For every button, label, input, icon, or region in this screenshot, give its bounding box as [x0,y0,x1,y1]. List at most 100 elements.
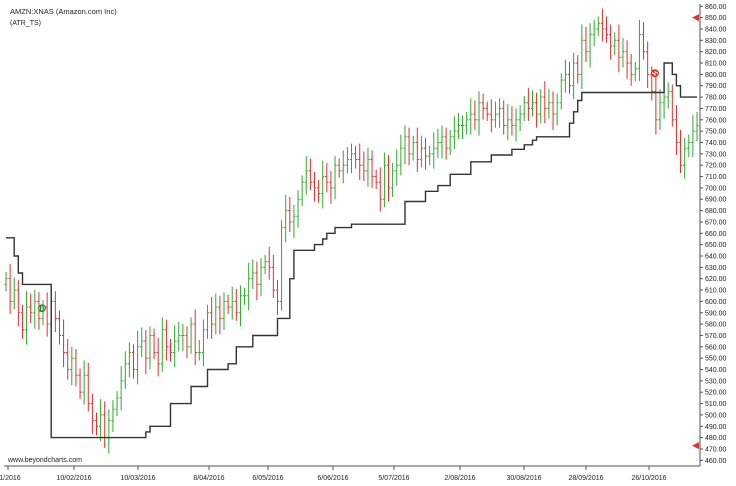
candle [275,279,280,316]
candle [403,125,407,165]
candle [465,111,469,135]
candle [107,409,111,454]
y-tick-label: 550.00 [705,356,727,363]
candle [572,52,576,100]
candle [497,98,502,128]
candle [111,400,115,432]
candle [432,132,436,169]
candle [82,360,86,405]
candle [448,130,452,155]
candle [477,91,481,136]
candle [374,169,378,190]
y-tick-label: 740.00 [705,140,727,147]
y-tick-label: 700.00 [705,185,727,192]
candle [670,84,674,127]
candle [337,158,341,178]
candle [588,23,592,68]
candle [168,338,173,362]
candle [78,368,82,400]
candle [263,254,267,275]
candle [86,362,90,412]
candle [181,324,185,352]
candle [226,294,230,314]
candle [230,286,234,320]
candle [218,295,222,335]
candle [621,38,625,68]
candle [279,219,284,311]
candle [370,150,374,188]
candle [658,89,662,130]
candle [428,145,432,166]
signal-label: S [653,71,658,78]
candle [551,91,555,130]
x-tick-label: 01/2016 [0,475,21,482]
candle [90,393,94,435]
candle [131,344,136,379]
candle [308,158,312,191]
x-tick-label: 26/10/2016 [631,475,666,482]
candle [576,55,580,84]
candle [382,152,387,208]
candle [156,337,160,377]
buy-signal: B [38,304,46,313]
candle [415,127,419,172]
candle [45,292,49,337]
candle [316,179,321,203]
candle [16,279,20,327]
y-tick-label: 710.00 [705,174,727,181]
candle [164,319,169,361]
y-tick-label: 460.00 [705,458,727,465]
plot-frame [4,4,701,467]
candle [247,262,251,311]
y-tick-label: 820.00 [705,49,727,56]
candle [29,293,33,323]
candle [37,292,41,330]
candle [103,401,107,448]
candle [193,309,197,365]
candle [99,399,103,442]
price-markers [692,14,699,450]
candle [296,190,300,228]
candle [358,143,362,180]
candle [74,349,78,387]
candle [144,329,148,375]
candle [8,263,12,314]
candle [555,93,559,126]
y-axis: 460.00 470.00 480.00 490.00 500.00 510.00 520.… [700,4,727,465]
candle [53,291,57,333]
candle [304,156,308,195]
candle [600,8,604,42]
x-tick-label: 6/05/2016 [252,475,283,482]
candle [271,254,275,298]
candle [366,148,370,187]
y-tick-label: 640.00 [705,254,727,261]
y-tick-label: 730.00 [705,151,727,158]
candle [210,296,214,339]
y-tick-label: 770.00 [705,106,727,113]
y-tick-label: 680.00 [705,208,727,215]
candle [325,162,329,193]
candle [185,326,189,359]
candle [506,103,510,141]
candle [678,130,683,174]
y-tick-label: 560.00 [705,344,727,351]
y-tick-label: 660.00 [705,231,727,238]
candle [666,82,670,109]
candle [288,196,292,233]
y-tick-label: 630.00 [705,265,727,272]
y-tick-label: 590.00 [705,310,727,317]
candle [493,101,498,128]
candle [70,346,74,386]
y-tick-label: 860.00 [705,4,727,11]
y-tick-label: 610.00 [705,288,727,295]
candle [625,40,629,79]
candle [321,160,325,209]
candle [197,340,201,361]
y-tick-label: 850.00 [705,15,727,22]
y-tick-label: 520.00 [705,390,727,397]
y-tick-label: 570.00 [705,333,727,340]
candle [386,154,391,202]
candle [312,172,317,202]
candle [354,145,358,169]
